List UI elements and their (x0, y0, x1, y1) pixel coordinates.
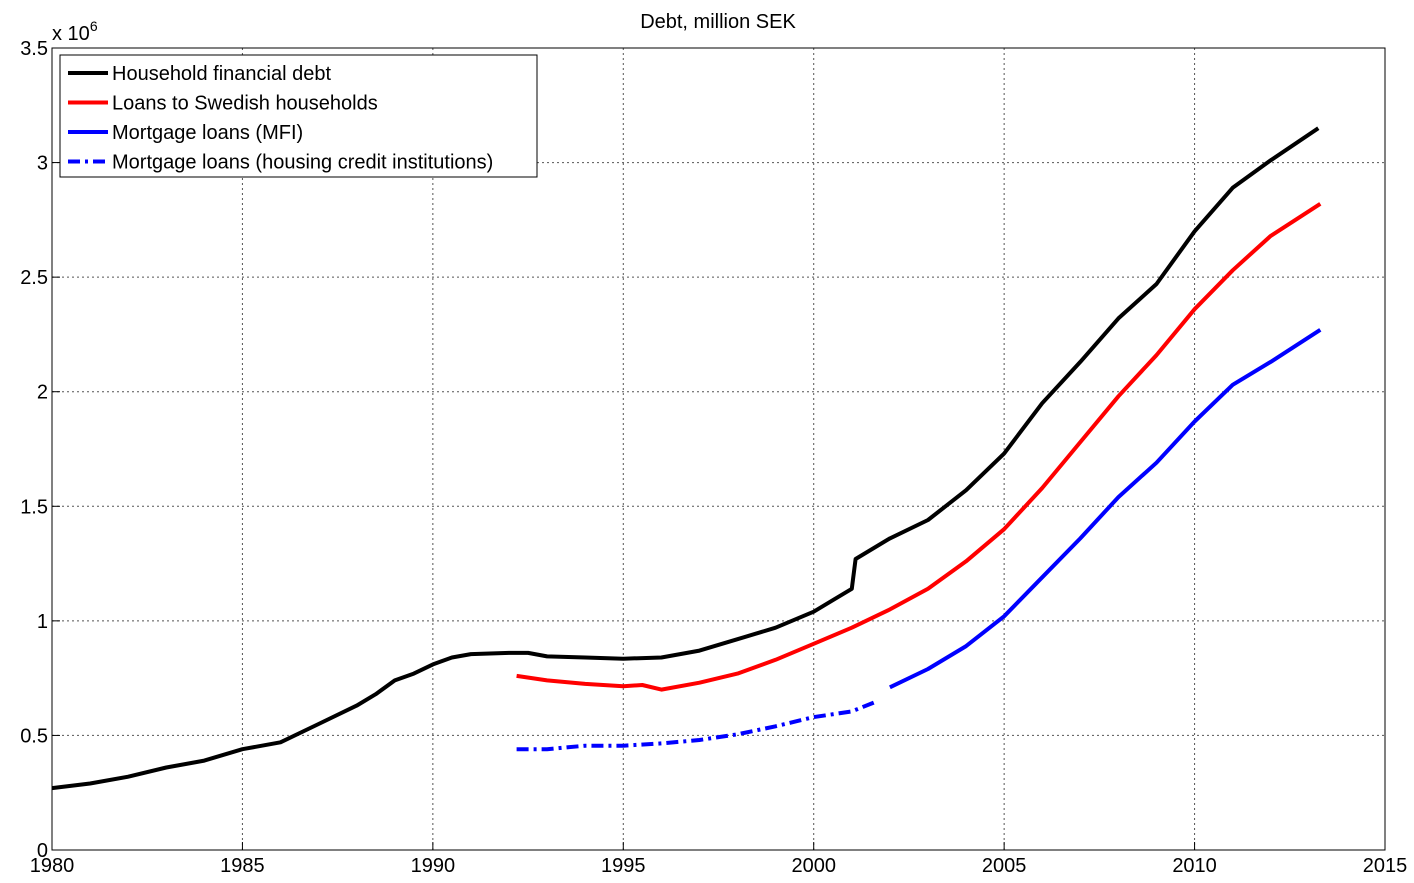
legend-label: Household financial debt (112, 63, 331, 85)
multiplier-exponent: 6 (90, 18, 98, 34)
data-line (516, 202, 1322, 692)
multiplier-base: x 10 (52, 23, 90, 45)
data-line (516, 700, 876, 752)
x-tick-label: 1980 (30, 855, 75, 877)
plot-frame (51, 47, 1386, 851)
y-tick-label: 2.5 (20, 267, 48, 289)
x-tick-label: 1995 (601, 855, 646, 877)
x-tick-label: 2000 (791, 855, 836, 877)
data-line (889, 328, 1322, 690)
chart-title: Debt, million SEK (640, 11, 796, 33)
legend-label: Mortgage loans (MFI) (112, 122, 303, 144)
y-tick-label: 1 (37, 611, 48, 633)
y-tick-label: 0.5 (20, 725, 48, 747)
y-tick-label: 0 (37, 840, 48, 862)
legend-box (59, 54, 538, 178)
x-tick-label: 1985 (220, 855, 265, 877)
legend-label: Loans to Swedish households (112, 93, 378, 115)
y-tick-label: 3 (37, 153, 48, 175)
y-tick-label: 2 (37, 382, 48, 404)
legend-label: Mortgage loans (housing credit instituti… (112, 152, 493, 174)
data-line (51, 126, 1320, 791)
x-tick-label: 1990 (411, 855, 456, 877)
x-tick-label: 2005 (982, 855, 1027, 877)
axis-multiplier: x 106 (52, 18, 98, 45)
y-tick-label: 1.5 (20, 496, 48, 518)
x-tick-label: 2010 (1172, 855, 1217, 877)
x-tick-label: 2015 (1363, 855, 1408, 877)
y-tick-label: 3.5 (20, 38, 48, 60)
